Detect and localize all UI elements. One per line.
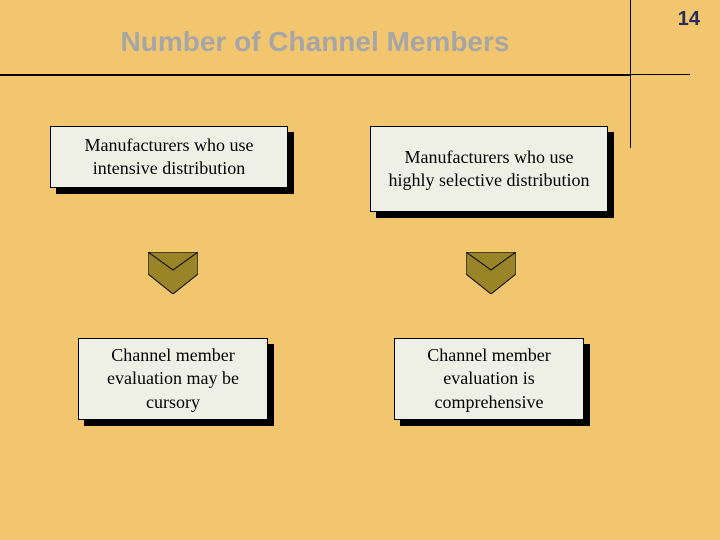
title-rule-short — [630, 74, 690, 75]
box-bottom-right: Channel member evaluation is comprehensi… — [394, 338, 584, 420]
vertical-rule — [630, 0, 631, 148]
box-top-left: Manufacturers who use intensive distribu… — [50, 126, 288, 188]
slide-title: Number of Channel Members — [0, 26, 630, 58]
chevron-down-icon — [148, 252, 198, 294]
box-top-right: Manufacturers who use highly selective d… — [370, 126, 608, 212]
page-number: 14 — [678, 8, 700, 31]
chevron-down-icon — [466, 252, 516, 294]
title-rule-main — [0, 74, 630, 76]
box-bottom-left: Channel member evaluation may be cursory — [78, 338, 268, 420]
